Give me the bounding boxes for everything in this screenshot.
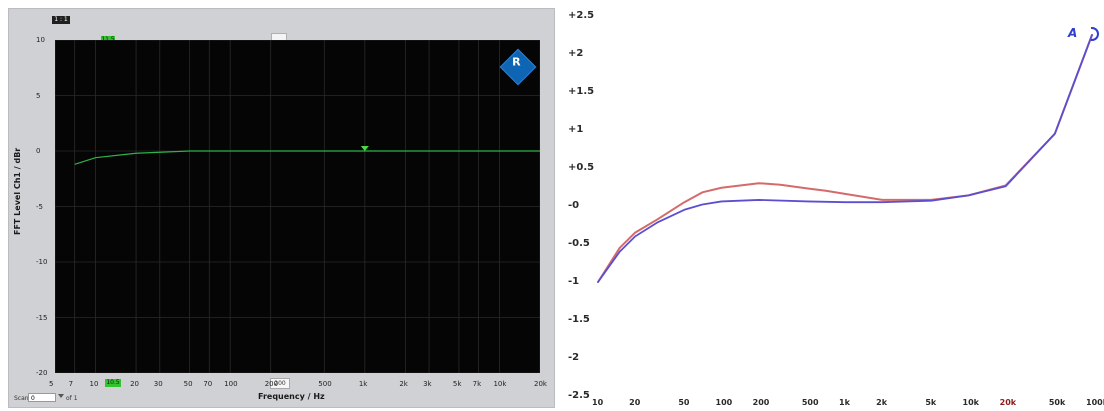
scan-label: Scan — [14, 395, 29, 402]
right-y-tick-label: -0 — [568, 200, 580, 211]
left-y-tick-label: -5 — [36, 202, 43, 211]
right-y-tick-label: -2.5 — [568, 390, 590, 401]
right-x-tick-label: 1k — [839, 398, 850, 407]
scan-input[interactable]: 0 — [28, 393, 56, 402]
cursor-bottom-tag: 10.5 — [105, 379, 121, 387]
right-x-tick-label: 20k — [999, 398, 1017, 407]
right-x-tick-label: 50k — [1048, 398, 1066, 407]
right-x-tick-label: 100k — [1086, 398, 1104, 407]
left-x-tick-label: 7 — [68, 380, 74, 388]
scan-of-label: of 1 — [66, 395, 78, 402]
left-y-tick-label: 5 — [36, 91, 41, 100]
scan-dropdown-icon[interactable] — [58, 394, 64, 398]
right-x-tick-label: 100 — [715, 398, 733, 407]
left-response-line — [74, 150, 540, 165]
rs-logo-letter: R — [512, 55, 521, 69]
right-x-tick-label: 5k — [925, 398, 937, 407]
left-x-tick-label: 70 — [203, 380, 213, 388]
left-marker-triangle — [360, 146, 369, 151]
left-y-tick-label: 10 — [36, 36, 45, 44]
left-x-tick-label: 20 — [130, 380, 139, 388]
fft-plot-area — [54, 39, 541, 374]
right-y-tick-label: +1 — [568, 124, 584, 135]
right-x-tick-label: 50 — [678, 398, 690, 407]
left-x-tick-label: 100 — [224, 380, 238, 388]
right-y-tick-label: -2 — [568, 352, 580, 363]
left-x-tick-label: 10 — [89, 380, 99, 388]
right-x-tick-label: 20 — [629, 398, 641, 407]
audio-precision-wave-icon — [1091, 27, 1099, 41]
left-x-tick-label: 30 — [153, 380, 163, 388]
left-x-tick-label: 500 — [318, 380, 332, 388]
right-plot-svg — [597, 34, 1093, 283]
right-y-tick-label: -1.5 — [568, 314, 590, 325]
right-y-tick-label: -1 — [568, 276, 580, 287]
left-x-tick-label: 200 — [264, 380, 279, 388]
right-y-tick-label: +0.5 — [568, 162, 595, 173]
left-x-tick-label: 5k — [452, 380, 462, 388]
right-y-tick-label: -0.5 — [568, 238, 590, 249]
right-x-tick-label: 200 — [752, 398, 770, 407]
right-response-chart — [560, 8, 1100, 406]
right-y-tick-label: +1.5 — [568, 86, 595, 97]
right-x-tick-label: 500 — [801, 398, 819, 407]
audio-precision-logo: A — [1068, 26, 1078, 40]
left-x-tick-label: 50 — [183, 380, 193, 388]
right-y-tick-label: +2.5 — [568, 10, 595, 21]
left-x-axis-label: Frequency / Hz — [258, 392, 325, 401]
right-y-tick-label: +2 — [568, 48, 584, 59]
left-y-tick-label: 0 — [36, 147, 41, 155]
right-x-tick-label: 10k — [962, 398, 979, 407]
left-x-tick-label: 20k — [534, 380, 547, 388]
right-x-tick-label: 2k — [876, 398, 888, 407]
left-y-tick-label: -15 — [36, 313, 48, 322]
left-x-tick-label: 3k — [423, 380, 432, 388]
fft-plot-svg — [54, 39, 541, 374]
left-x-tick-label: 5 — [49, 380, 54, 388]
left-x-tick-label: 7k — [472, 380, 482, 388]
left-y-tick-label: -10 — [36, 258, 48, 266]
left-x-tick-label: 10k — [493, 380, 507, 388]
left-x-tick-label: 2k — [399, 380, 408, 388]
left-y-axis-label: FFT Level Ch1 / dBr — [13, 147, 22, 235]
frequency-200-box[interactable]: 200 — [270, 378, 290, 389]
top-left-badge: 1 : 1 — [52, 16, 70, 24]
right-response-line — [597, 34, 1093, 283]
left-x-tick-label: 1k — [358, 380, 368, 388]
left-y-tick-label: -20 — [36, 369, 48, 377]
right-response-line — [597, 34, 1093, 283]
right-x-tick-label: 10 — [592, 398, 604, 407]
